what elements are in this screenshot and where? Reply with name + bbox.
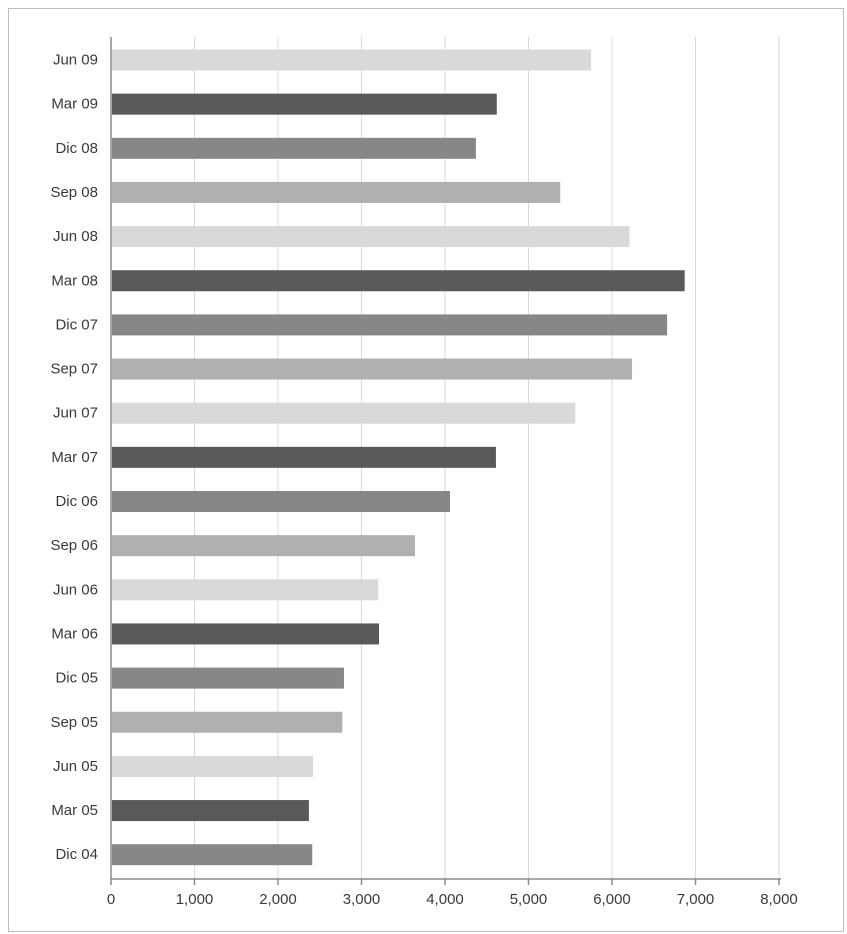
category-label: Jun 06 xyxy=(53,581,98,598)
x-tick-label: 6,000 xyxy=(593,891,631,908)
bar xyxy=(112,270,685,292)
category-label: Sep 06 xyxy=(50,537,98,554)
category-label: Dic 08 xyxy=(55,140,98,157)
bar xyxy=(112,844,313,866)
x-tick-label: 4,000 xyxy=(426,891,464,908)
bar xyxy=(112,667,344,689)
x-tick-label: 2,000 xyxy=(259,891,297,908)
category-label: Jun 05 xyxy=(53,758,98,775)
bars xyxy=(112,49,685,866)
category-label: Dic 04 xyxy=(55,846,98,863)
category-label: Mar 06 xyxy=(51,625,98,642)
bar xyxy=(112,535,415,557)
bar-chart: Jun 09 Mar 09 Dic 08 Sep 08 Jun 08 Mar 08 Dic … xyxy=(50,37,798,908)
chart-frame: Jun 09 Mar 09 Dic 08 Sep 08 Jun 08 Mar 08 Dic … xyxy=(8,8,844,932)
bar xyxy=(112,623,380,645)
category-label: Dic 06 xyxy=(55,493,98,510)
category-labels: Jun 09 Mar 09 Dic 08 Sep 08 Jun 08 Mar 08 Dic … xyxy=(50,52,98,864)
category-label: Sep 08 xyxy=(50,184,98,201)
axes xyxy=(110,37,781,885)
bar xyxy=(112,579,379,601)
category-label: Sep 05 xyxy=(50,714,98,731)
bar xyxy=(112,800,309,822)
bar xyxy=(112,314,668,336)
bar xyxy=(112,226,630,248)
bar xyxy=(112,402,576,424)
category-label: Jun 07 xyxy=(53,405,98,422)
bar xyxy=(112,137,476,159)
bar xyxy=(112,181,561,203)
x-tick-labels: 0 1,000 2,000 3,000 4,000 5,000 6,000 7,000 8,00… xyxy=(107,891,798,908)
bar xyxy=(112,755,314,777)
category-label: Jun 09 xyxy=(53,52,98,69)
bar xyxy=(112,711,343,733)
x-tick-label: 1,000 xyxy=(176,891,214,908)
bar xyxy=(112,358,633,380)
bar xyxy=(112,446,496,468)
x-tick-label: 7,000 xyxy=(677,891,715,908)
category-label: Mar 09 xyxy=(51,96,98,113)
category-label: Mar 07 xyxy=(51,449,98,466)
x-tick-label: 8,000 xyxy=(760,891,798,908)
bar xyxy=(112,491,451,512)
category-label: Jun 08 xyxy=(53,228,98,245)
category-label: Dic 05 xyxy=(55,670,98,687)
bar xyxy=(112,49,592,71)
bar xyxy=(112,93,497,115)
x-tick-label: 0 xyxy=(107,891,115,908)
x-tick-label: 5,000 xyxy=(510,891,548,908)
category-label: Sep 07 xyxy=(50,361,98,378)
category-label: Dic 07 xyxy=(55,316,98,333)
category-label: Mar 05 xyxy=(51,802,98,819)
x-tick-label: 3,000 xyxy=(343,891,381,908)
category-label: Mar 08 xyxy=(51,272,98,289)
